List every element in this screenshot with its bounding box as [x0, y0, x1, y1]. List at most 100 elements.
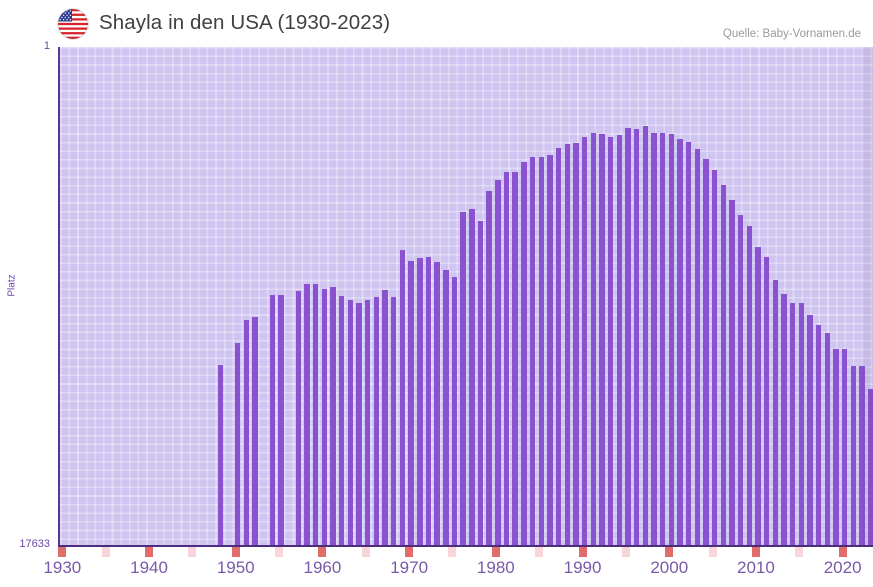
x-tick-2010 [751, 547, 760, 557]
bar-1987[interactable] [555, 147, 562, 545]
bar-2022[interactable] [859, 366, 865, 545]
bar-2008[interactable] [737, 215, 744, 545]
bar-1963[interactable] [347, 300, 354, 545]
x-axis-label-2010: 2010 [737, 558, 775, 577]
bar-2013[interactable] [781, 294, 787, 545]
bar-2021[interactable] [850, 366, 856, 545]
bar-1988[interactable] [564, 143, 570, 545]
bar-2010[interactable] [755, 246, 761, 545]
bar-1971[interactable] [417, 257, 423, 545]
bar-2018[interactable] [824, 333, 830, 545]
bar-1973[interactable] [434, 261, 440, 545]
x-tick-1955 [275, 547, 284, 557]
bar-1998[interactable] [651, 132, 657, 545]
bar-1960[interactable] [321, 288, 328, 545]
y-axis-title: Platz [6, 274, 18, 297]
bar-1994[interactable] [616, 134, 622, 545]
chart-header: Shayla in den USA (1930-2023) Quelle: Ba… [0, 0, 873, 47]
bar-1990[interactable] [581, 137, 588, 545]
x-tick-1990 [578, 547, 587, 557]
bar-1950[interactable] [235, 343, 241, 545]
bar-1996[interactable] [633, 128, 640, 545]
bar-1974[interactable] [443, 270, 449, 545]
bar-1980[interactable] [495, 180, 501, 545]
bar-1985[interactable] [538, 157, 544, 545]
bar-1952[interactable] [252, 317, 258, 545]
bar-1967[interactable] [382, 289, 388, 545]
bar-1979[interactable] [486, 191, 492, 545]
bar-1975[interactable] [451, 277, 458, 545]
bar-2016[interactable] [807, 315, 813, 545]
bar-1948[interactable] [217, 365, 224, 545]
x-tick-1970 [405, 547, 414, 557]
bar-1986[interactable] [547, 154, 553, 545]
bar-1991[interactable] [590, 132, 596, 545]
bar-1958[interactable] [304, 283, 310, 545]
bar-1993[interactable] [607, 136, 614, 545]
bar-1969[interactable] [399, 250, 406, 545]
x-tick-2000 [665, 547, 674, 557]
bar-2020[interactable] [841, 349, 848, 545]
bar-1983[interactable] [521, 162, 527, 545]
bar-1978[interactable] [477, 221, 484, 545]
y-axis-tick-bottom: 17633 [19, 538, 50, 550]
bar-1962[interactable] [339, 295, 345, 545]
x-tick-1930 [58, 547, 67, 557]
bar-1976[interactable] [460, 212, 466, 545]
bar-2007[interactable] [729, 199, 735, 545]
x-tick-1945 [188, 547, 197, 557]
x-tick-1980 [491, 547, 500, 557]
bar-1981[interactable] [503, 172, 510, 545]
x-axis-label-2020: 2020 [823, 558, 862, 577]
bar-1999[interactable] [659, 133, 666, 545]
x-axis-label-1930: 1930 [43, 558, 82, 577]
bar-2003[interactable] [694, 149, 700, 545]
bar-2017[interactable] [815, 324, 822, 545]
x-axis-label-1980: 1980 [476, 558, 515, 577]
chart-plot-area [58, 47, 873, 547]
x-tick-1940 [145, 547, 154, 557]
bar-1984[interactable] [529, 157, 536, 545]
x-tick-1935 [101, 547, 110, 557]
x-tick-2015 [795, 547, 804, 557]
bar-1970[interactable] [408, 260, 414, 545]
bar-2014[interactable] [789, 303, 796, 545]
bar-1997[interactable] [642, 126, 648, 545]
x-axis-label-1950: 1950 [216, 558, 255, 577]
bar-2006[interactable] [720, 184, 726, 545]
bar-2005[interactable] [711, 169, 718, 545]
bar-1964[interactable] [356, 302, 362, 545]
bar-1968[interactable] [391, 296, 397, 545]
page-title: Shayla in den USA (1930-2023) [99, 11, 391, 34]
chart-source-label: Quelle: Baby-Vornamen.de [722, 28, 861, 40]
us-flag-icon [58, 9, 88, 39]
bar-2015[interactable] [798, 303, 804, 545]
bar-1977[interactable] [469, 208, 475, 545]
x-tick-2005 [708, 547, 717, 557]
bar-1965[interactable] [365, 300, 371, 545]
bar-2019[interactable] [833, 349, 839, 545]
bar-1989[interactable] [573, 142, 579, 545]
bar-1959[interactable] [313, 283, 319, 545]
bars-layer [60, 47, 873, 545]
bar-1957[interactable] [295, 291, 302, 545]
bar-1966[interactable] [373, 297, 380, 545]
bar-1961[interactable] [330, 286, 336, 545]
bar-1955[interactable] [278, 295, 284, 545]
bar-2009[interactable] [746, 226, 752, 545]
x-axis-label-2000: 2000 [650, 558, 689, 577]
bar-1982[interactable] [512, 171, 518, 545]
x-axis-labels: 1930 1940 1950 1960 1970 1980 1990 2000 2010 2020 [43, 558, 873, 586]
bar-1992[interactable] [599, 134, 605, 545]
bar-1951[interactable] [243, 320, 250, 545]
bar-2000[interactable] [668, 133, 674, 545]
bar-2002[interactable] [685, 141, 692, 545]
bar-1972[interactable] [425, 257, 432, 545]
bar-2004[interactable] [703, 158, 709, 545]
bar-1995[interactable] [625, 128, 631, 545]
bar-2011[interactable] [763, 256, 770, 545]
bar-2012[interactable] [772, 280, 778, 545]
bar-2001[interactable] [677, 139, 683, 545]
bar-2023[interactable] [867, 388, 873, 545]
bar-1954[interactable] [269, 295, 276, 545]
